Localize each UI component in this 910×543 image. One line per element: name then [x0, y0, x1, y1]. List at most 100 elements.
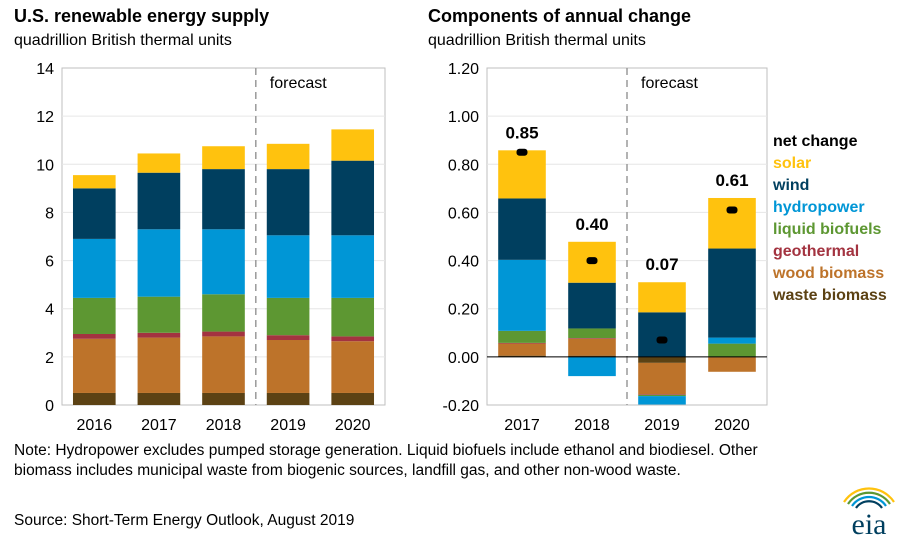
- x-tick-label: 2019: [270, 417, 306, 434]
- bar-segment-wind: [498, 198, 546, 260]
- bar-segment-hydropower: [72, 238, 116, 298]
- bar-segment-hydropower: [137, 229, 181, 297]
- x-tick-label: 2016: [77, 417, 113, 434]
- bar-segment-geothermal: [72, 333, 116, 339]
- net-change-marker: [726, 206, 738, 214]
- y-tick-label: 0: [45, 398, 54, 415]
- bar-segment-waste-biomass: [137, 392, 181, 405]
- bar-segment-hydropower: [266, 235, 310, 298]
- bar-segment-solar: [331, 129, 375, 161]
- bar-segment-wind: [72, 188, 116, 239]
- x-tick-label: 2018: [206, 417, 242, 434]
- y-tick-label: 0.20: [448, 302, 479, 319]
- bar-segment-wood-biomass: [72, 338, 116, 393]
- bar-segment-hydropower: [638, 396, 686, 405]
- chart-source: Source: Short-Term Energy Outlook, Augus…: [14, 512, 355, 529]
- legend-item-net-change: net change: [773, 133, 858, 150]
- bar-segment-liquid-biofuels: [137, 296, 181, 333]
- bar-segment-solar: [202, 146, 245, 170]
- y-tick-label: -0.20: [443, 398, 480, 415]
- bar-segment-solar: [266, 143, 310, 170]
- bar-segment-wind: [568, 282, 616, 329]
- net-change-label: 0.07: [645, 255, 678, 274]
- bar-segment-solar: [72, 175, 116, 189]
- bar-segment-liquid-biofuels: [266, 297, 310, 336]
- net-change-marker: [656, 336, 668, 344]
- bar-segment-waste-biomass: [498, 355, 546, 357]
- bar-segment-geothermal: [331, 336, 375, 342]
- bar-segment-waste-biomass: [266, 392, 310, 405]
- y-tick-label: 12: [36, 109, 54, 126]
- legend-item-liquid-biofuels: liquid biofuels: [773, 221, 882, 238]
- y-tick-label: 0.60: [448, 205, 479, 222]
- bar-segment-hydropower: [498, 259, 546, 331]
- legend-item-wind: wind: [773, 177, 810, 194]
- bar-segment-hydropower: [331, 235, 375, 298]
- chart-0: 0 2 4 6 8 10 12 14 forecast 2016 2017 2018 2019 2020: [36, 61, 386, 434]
- right-chart-title: Components of annual change: [428, 6, 692, 26]
- y-tick-label: 1.00: [448, 109, 479, 126]
- bar-segment-wind: [137, 172, 181, 230]
- bar-segment-hydropower: [708, 337, 756, 344]
- bar-segment-wind: [638, 312, 686, 357]
- left-chart-title: U.S. renewable energy supply: [14, 6, 270, 26]
- x-tick-label: 2020: [335, 417, 371, 434]
- legend: net change solar wind hydropower liquid biof…: [773, 131, 887, 307]
- y-tick-label: 0.40: [448, 254, 479, 271]
- net-change-marker: [586, 257, 598, 265]
- y-tick-label: 0.00: [448, 350, 479, 367]
- y-tick-label: 8: [45, 205, 54, 222]
- bar-segment-wind: [266, 169, 310, 236]
- net-change-marker: [516, 148, 528, 156]
- bar-segment-hydropower: [202, 229, 245, 295]
- y-tick-label: 4: [45, 302, 54, 319]
- bar-segment-solar: [708, 197, 756, 249]
- bar-segment-solar: [498, 150, 546, 199]
- chart-1: -0.20 0.00 0.20 0.40 0.60 0.80 1.00 1.20 forecas…: [443, 61, 768, 434]
- bar-segment-liquid-biofuels: [498, 330, 546, 343]
- bar-segment-waste-biomass: [568, 355, 616, 357]
- bar-segment-geothermal: [638, 394, 686, 395]
- bar-segment-wood-biomass: [498, 343, 546, 356]
- bar-segment-hydropower: [568, 356, 616, 377]
- bar-segment-wood-biomass: [331, 341, 375, 393]
- x-tick-label: 2019: [644, 417, 680, 434]
- chart-note: Note: Hydropower excludes pumped storage…: [14, 442, 758, 479]
- bar-segment-geothermal: [266, 335, 310, 341]
- bar-segment-wind: [331, 160, 375, 236]
- y-tick-label: 2: [45, 350, 54, 367]
- bar-segment-geothermal: [202, 331, 245, 337]
- bar-segment-waste-biomass: [202, 392, 245, 405]
- bar-segment-solar: [137, 153, 181, 173]
- bar-segment-wood-biomass: [568, 338, 616, 356]
- net-change-label: 0.40: [575, 215, 608, 234]
- bar-segment-geothermal: [568, 338, 616, 339]
- bar-segment-wood-biomass: [202, 336, 245, 393]
- eia-logo-text: eia: [852, 508, 887, 538]
- bar-segment-wood-biomass: [137, 337, 181, 393]
- bar-segment-wood-biomass: [638, 362, 686, 395]
- bar-segment-waste-biomass: [638, 356, 686, 363]
- legend-item-wood-biomass: wood biomass: [773, 265, 885, 282]
- forecast-label: forecast: [641, 75, 698, 92]
- right-chart-subtitle: quadrillion British thermal units: [428, 32, 646, 49]
- bar-segment-geothermal: [137, 332, 181, 338]
- x-tick-label: 2017: [141, 417, 177, 434]
- x-tick-label: 2017: [504, 417, 540, 434]
- bar-segment-waste-biomass: [331, 392, 375, 405]
- y-tick-label: 0.80: [448, 157, 479, 174]
- legend-item-hydropower: hydropower: [773, 199, 865, 216]
- y-tick-label: 6: [45, 254, 54, 271]
- net-change-label: 0.61: [715, 171, 748, 190]
- bar-segment-liquid-biofuels: [708, 343, 756, 357]
- bar-segment-liquid-biofuels: [568, 328, 616, 339]
- bar-segment-liquid-biofuels: [72, 297, 116, 334]
- forecast-label: forecast: [270, 75, 327, 92]
- left-chart-subtitle: quadrillion British thermal units: [14, 32, 232, 49]
- x-tick-label: 2020: [714, 417, 750, 434]
- y-tick-label: 1.20: [448, 61, 479, 78]
- eia-logo: eia: [843, 487, 895, 538]
- bar-segment-liquid-biofuels: [331, 297, 375, 337]
- bar-segment-liquid-biofuels: [202, 294, 245, 332]
